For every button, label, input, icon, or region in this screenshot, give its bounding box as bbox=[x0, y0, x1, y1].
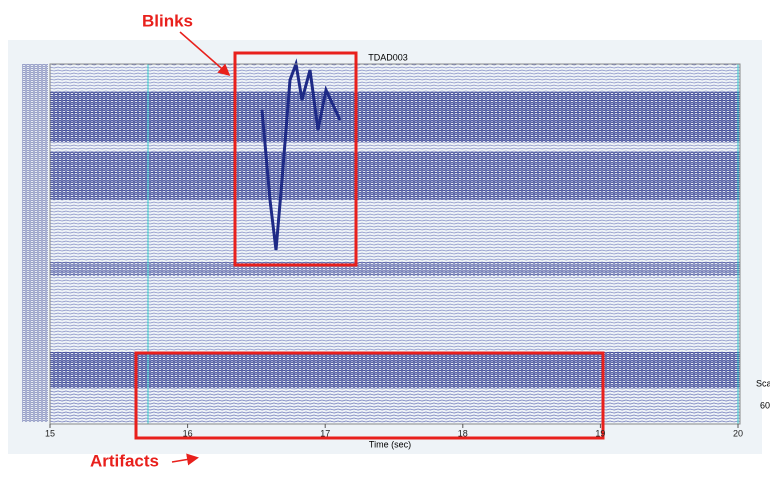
trace-band bbox=[50, 390, 740, 422]
annotation-arrow bbox=[171, 453, 199, 466]
channel-labels bbox=[22, 64, 48, 422]
annotation: Blinks bbox=[142, 11, 193, 30]
x-tick-label: 19 bbox=[595, 428, 605, 438]
artifacts-box bbox=[134, 351, 605, 440]
side-label: 60 bbox=[760, 400, 770, 410]
blinks-box bbox=[233, 51, 358, 267]
trace-band bbox=[50, 152, 740, 200]
side-label: Sca bbox=[756, 378, 770, 388]
trace-band bbox=[50, 352, 740, 388]
x-tick-label: 15 bbox=[45, 428, 55, 438]
x-tick-label: 16 bbox=[183, 428, 193, 438]
x-tick-label: 18 bbox=[458, 428, 468, 438]
trace-band bbox=[50, 262, 740, 276]
plot-frame bbox=[49, 63, 741, 425]
x-tick-label: 20 bbox=[733, 428, 743, 438]
chart-title: TDAD003 bbox=[368, 52, 408, 62]
trace-band bbox=[50, 92, 740, 142]
annotation: Artifacts bbox=[90, 451, 159, 470]
x-axis-label: Time (sec) bbox=[369, 439, 411, 449]
x-tick-label: 17 bbox=[320, 428, 330, 438]
annotation-arrow bbox=[179, 31, 231, 76]
